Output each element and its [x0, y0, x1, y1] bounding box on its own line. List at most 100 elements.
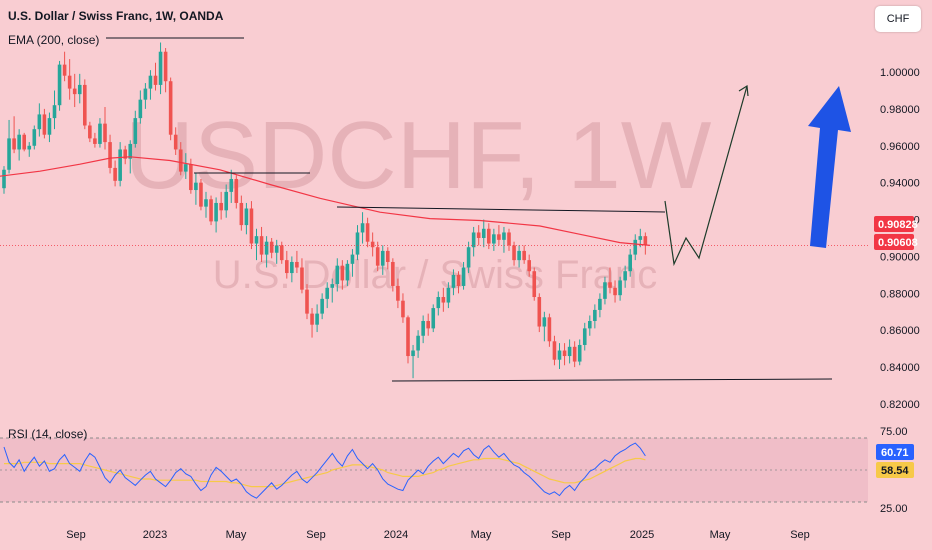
candle-body	[557, 350, 562, 360]
candle-body	[98, 123, 102, 144]
price-tick-label: 0.96000	[880, 141, 920, 153]
candle-body	[52, 105, 57, 119]
candle-body	[279, 245, 284, 261]
candle-body	[350, 254, 355, 264]
candle-body	[254, 236, 259, 244]
candle-body	[502, 232, 506, 240]
candle-body	[37, 114, 42, 130]
currency-button[interactable]: CHF	[875, 6, 921, 32]
candle-body	[593, 309, 597, 321]
price-tick-label: 1.00000	[880, 67, 920, 79]
candle-body	[456, 274, 461, 286]
candle-body	[290, 261, 294, 274]
rsi-ma-line	[4, 457, 646, 488]
candle-body	[386, 250, 390, 262]
candle-body	[168, 81, 173, 135]
candle-body	[199, 182, 203, 207]
candle-body	[577, 344, 582, 362]
candle-body	[325, 287, 329, 299]
candle-body	[567, 346, 572, 357]
candle-body	[143, 88, 148, 100]
candle-body	[47, 118, 52, 135]
candle-body	[209, 199, 213, 222]
candle-body	[633, 239, 638, 255]
candle-body	[7, 138, 11, 170]
time-axis[interactable]: Sep 2023 May Sep 2024 May Sep 2025 May Sep	[66, 529, 810, 541]
time-tick-label: 2023	[143, 529, 167, 541]
candle-body	[421, 321, 425, 336]
candle-body	[643, 236, 648, 246]
candle-body	[431, 308, 436, 329]
candle-body	[370, 241, 375, 248]
candle-body	[158, 51, 163, 85]
candle-body	[194, 182, 198, 191]
candle-body	[552, 341, 557, 360]
candle-body	[264, 241, 269, 255]
candle-body	[517, 250, 521, 261]
candle-body	[118, 149, 122, 181]
candle-body	[613, 287, 617, 296]
candle-body	[355, 232, 360, 255]
candle-body	[128, 143, 133, 159]
ema-legend[interactable]: EMA (200, close)	[8, 33, 100, 47]
candle-body	[471, 232, 476, 248]
bullish-arrow-icon	[808, 86, 851, 248]
candle-body	[522, 250, 526, 261]
candle-body	[618, 280, 622, 296]
rsi-pane[interactable]	[0, 437, 868, 503]
last-price-text: 0.90608	[878, 237, 918, 249]
rsi-legend[interactable]: RSI (14, close)	[8, 427, 88, 441]
price-pane[interactable]	[0, 37, 868, 382]
candle-body	[148, 75, 153, 89]
candle-body	[411, 350, 415, 357]
rsi-band	[0, 438, 868, 502]
candle-body	[537, 297, 542, 327]
candle-body	[138, 99, 143, 119]
candle-body	[315, 313, 319, 325]
candle-body	[335, 265, 340, 285]
candle-body	[481, 228, 486, 238]
candle-body	[133, 118, 138, 144]
candle-body	[401, 300, 405, 318]
price-tick-label: 0.88000	[880, 288, 920, 300]
price-tick-label: 0.86000	[880, 325, 920, 337]
candle-body	[542, 317, 547, 327]
candle-body	[562, 350, 567, 357]
chart-title: U.S. Dollar / Swiss Franc, 1W, OANDA	[8, 9, 224, 23]
candle-body	[527, 260, 531, 272]
candle-body	[77, 84, 82, 95]
candle-body	[532, 271, 537, 298]
candle-body	[441, 297, 446, 303]
candle-body	[22, 134, 26, 150]
candle-body	[27, 145, 32, 150]
candle-body	[360, 223, 365, 233]
time-tick-label: Sep	[66, 529, 86, 541]
watermark-description: U.S. Dollar / Swiss Franc	[213, 253, 658, 297]
time-tick-label: 2025	[630, 529, 654, 541]
candle-body	[608, 282, 612, 288]
candle-body	[365, 223, 370, 242]
candle-body	[224, 191, 228, 211]
candle-body	[269, 241, 274, 253]
support-line	[391, 378, 833, 382]
projection-arrowhead	[738, 84, 749, 97]
candle-body	[214, 202, 218, 222]
candle-body	[123, 149, 127, 159]
candle-body	[497, 234, 501, 240]
candle-body	[320, 298, 324, 314]
candle-body	[466, 247, 471, 268]
candle-body	[244, 208, 249, 226]
time-tick-label: May	[710, 529, 731, 541]
candle-body	[391, 261, 395, 286]
candle-body	[285, 260, 289, 274]
candle-body	[67, 75, 72, 89]
candle-body	[461, 267, 466, 286]
candle-body	[153, 75, 158, 85]
candle-body	[426, 321, 430, 329]
candle-body	[32, 129, 37, 146]
candle-body	[295, 261, 299, 268]
candle-body	[340, 265, 345, 281]
candle-body	[345, 263, 350, 281]
candle-body	[239, 202, 244, 226]
